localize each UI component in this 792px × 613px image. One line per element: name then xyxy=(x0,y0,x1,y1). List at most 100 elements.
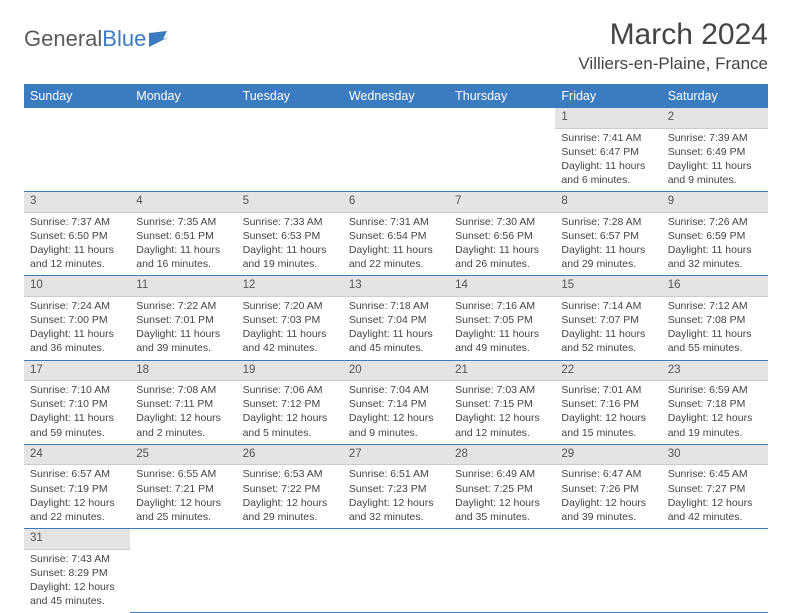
daylight-text-2: and 39 minutes. xyxy=(136,341,230,355)
weekday-header: Saturday xyxy=(662,84,768,108)
day-number: 10 xyxy=(24,276,130,297)
sunrise-text: Sunrise: 6:51 AM xyxy=(349,467,443,481)
sunrise-text: Sunrise: 7:08 AM xyxy=(136,383,230,397)
calendar-day-cell xyxy=(237,108,343,192)
day-number: 4 xyxy=(130,192,236,213)
weekday-header: Wednesday xyxy=(343,84,449,108)
calendar-day-cell: 3Sunrise: 7:37 AMSunset: 6:50 PMDaylight… xyxy=(24,192,130,276)
calendar-day-cell: 15Sunrise: 7:14 AMSunset: 7:07 PMDayligh… xyxy=(555,276,661,360)
calendar-day-cell: 27Sunrise: 6:51 AMSunset: 7:23 PMDayligh… xyxy=(343,444,449,528)
day-number: 16 xyxy=(662,276,768,297)
sunrise-text: Sunrise: 6:57 AM xyxy=(30,467,124,481)
day-body: Sunrise: 7:03 AMSunset: 7:15 PMDaylight:… xyxy=(449,381,555,444)
daylight-text-2: and 42 minutes. xyxy=(668,510,762,524)
brand-logo: GeneralBlue xyxy=(24,26,171,52)
daylight-text-2: and 39 minutes. xyxy=(561,510,655,524)
sunset-text: Sunset: 6:59 PM xyxy=(668,229,762,243)
weekday-header-row: Sunday Monday Tuesday Wednesday Thursday… xyxy=(24,84,768,108)
daylight-text-2: and 22 minutes. xyxy=(30,510,124,524)
day-body: Sunrise: 7:14 AMSunset: 7:07 PMDaylight:… xyxy=(555,297,661,360)
brand-part1: General xyxy=(24,26,102,52)
day-number: 15 xyxy=(555,276,661,297)
calendar-week-row: 3Sunrise: 7:37 AMSunset: 6:50 PMDaylight… xyxy=(24,192,768,276)
day-number: 7 xyxy=(449,192,555,213)
daylight-text-2: and 9 minutes. xyxy=(349,426,443,440)
sunset-text: Sunset: 6:57 PM xyxy=(561,229,655,243)
calendar-day-cell xyxy=(130,529,236,613)
daylight-text-1: Daylight: 11 hours xyxy=(668,159,762,173)
daylight-text-1: Daylight: 12 hours xyxy=(349,496,443,510)
day-number: 14 xyxy=(449,276,555,297)
day-body: Sunrise: 7:35 AMSunset: 6:51 PMDaylight:… xyxy=(130,213,236,276)
sunrise-text: Sunrise: 7:33 AM xyxy=(243,215,337,229)
title-block: March 2024 Villiers-en-Plaine, France xyxy=(578,18,768,74)
sunset-text: Sunset: 6:49 PM xyxy=(668,145,762,159)
day-body: Sunrise: 7:39 AMSunset: 6:49 PMDaylight:… xyxy=(662,129,768,192)
daylight-text-2: and 36 minutes. xyxy=(30,341,124,355)
sunrise-text: Sunrise: 7:30 AM xyxy=(455,215,549,229)
day-number: 27 xyxy=(343,445,449,466)
sunrise-text: Sunrise: 7:18 AM xyxy=(349,299,443,313)
sunset-text: Sunset: 7:25 PM xyxy=(455,482,549,496)
day-number: 9 xyxy=(662,192,768,213)
day-number: 28 xyxy=(449,445,555,466)
daylight-text-2: and 35 minutes. xyxy=(455,510,549,524)
day-body: Sunrise: 7:31 AMSunset: 6:54 PMDaylight:… xyxy=(343,213,449,276)
calendar-day-cell xyxy=(555,529,661,613)
day-body: Sunrise: 7:33 AMSunset: 6:53 PMDaylight:… xyxy=(237,213,343,276)
calendar-day-cell: 9Sunrise: 7:26 AMSunset: 6:59 PMDaylight… xyxy=(662,192,768,276)
sunset-text: Sunset: 7:23 PM xyxy=(349,482,443,496)
sunrise-text: Sunrise: 7:31 AM xyxy=(349,215,443,229)
daylight-text-2: and 32 minutes. xyxy=(349,510,443,524)
sunrise-text: Sunrise: 7:41 AM xyxy=(561,131,655,145)
daylight-text-2: and 45 minutes. xyxy=(349,341,443,355)
day-number: 24 xyxy=(24,445,130,466)
day-number: 8 xyxy=(555,192,661,213)
day-number: 2 xyxy=(662,108,768,129)
calendar-day-cell: 18Sunrise: 7:08 AMSunset: 7:11 PMDayligh… xyxy=(130,360,236,444)
daylight-text-2: and 42 minutes. xyxy=(243,341,337,355)
sunset-text: Sunset: 7:18 PM xyxy=(668,397,762,411)
daylight-text-1: Daylight: 12 hours xyxy=(668,496,762,510)
calendar-day-cell xyxy=(662,529,768,613)
daylight-text-1: Daylight: 12 hours xyxy=(349,411,443,425)
calendar-day-cell: 14Sunrise: 7:16 AMSunset: 7:05 PMDayligh… xyxy=(449,276,555,360)
sunrise-text: Sunrise: 7:43 AM xyxy=(30,552,124,566)
sunset-text: Sunset: 7:05 PM xyxy=(455,313,549,327)
sunrise-text: Sunrise: 7:06 AM xyxy=(243,383,337,397)
day-body: Sunrise: 6:51 AMSunset: 7:23 PMDaylight:… xyxy=(343,465,449,528)
calendar-week-row: 1Sunrise: 7:41 AMSunset: 6:47 PMDaylight… xyxy=(24,108,768,192)
daylight-text-2: and 52 minutes. xyxy=(561,341,655,355)
calendar-day-cell: 25Sunrise: 6:55 AMSunset: 7:21 PMDayligh… xyxy=(130,444,236,528)
daylight-text-2: and 45 minutes. xyxy=(30,594,124,608)
day-number: 6 xyxy=(343,192,449,213)
day-body: Sunrise: 7:30 AMSunset: 6:56 PMDaylight:… xyxy=(449,213,555,276)
day-number: 21 xyxy=(449,361,555,382)
calendar-table: Sunday Monday Tuesday Wednesday Thursday… xyxy=(24,84,768,613)
calendar-day-cell: 20Sunrise: 7:04 AMSunset: 7:14 PMDayligh… xyxy=(343,360,449,444)
day-number: 25 xyxy=(130,445,236,466)
daylight-text-1: Daylight: 11 hours xyxy=(243,243,337,257)
sunrise-text: Sunrise: 6:47 AM xyxy=(561,467,655,481)
calendar-day-cell xyxy=(237,529,343,613)
brand-part2: Blue xyxy=(102,26,146,52)
sunset-text: Sunset: 7:16 PM xyxy=(561,397,655,411)
sunset-text: Sunset: 6:56 PM xyxy=(455,229,549,243)
daylight-text-1: Daylight: 11 hours xyxy=(136,243,230,257)
sunrise-text: Sunrise: 7:01 AM xyxy=(561,383,655,397)
calendar-day-cell: 7Sunrise: 7:30 AMSunset: 6:56 PMDaylight… xyxy=(449,192,555,276)
calendar-day-cell: 17Sunrise: 7:10 AMSunset: 7:10 PMDayligh… xyxy=(24,360,130,444)
daylight-text-1: Daylight: 11 hours xyxy=(561,243,655,257)
daylight-text-1: Daylight: 11 hours xyxy=(30,243,124,257)
day-body: Sunrise: 7:18 AMSunset: 7:04 PMDaylight:… xyxy=(343,297,449,360)
day-body: Sunrise: 6:53 AMSunset: 7:22 PMDaylight:… xyxy=(237,465,343,528)
sunrise-text: Sunrise: 6:59 AM xyxy=(668,383,762,397)
calendar-day-cell: 10Sunrise: 7:24 AMSunset: 7:00 PMDayligh… xyxy=(24,276,130,360)
calendar-body: 1Sunrise: 7:41 AMSunset: 6:47 PMDaylight… xyxy=(24,108,768,612)
weekday-header: Thursday xyxy=(449,84,555,108)
sunrise-text: Sunrise: 7:20 AM xyxy=(243,299,337,313)
day-body: Sunrise: 7:43 AMSunset: 8:29 PMDaylight:… xyxy=(24,550,130,613)
day-number: 29 xyxy=(555,445,661,466)
flag-icon xyxy=(149,31,171,47)
sunset-text: Sunset: 6:50 PM xyxy=(30,229,124,243)
